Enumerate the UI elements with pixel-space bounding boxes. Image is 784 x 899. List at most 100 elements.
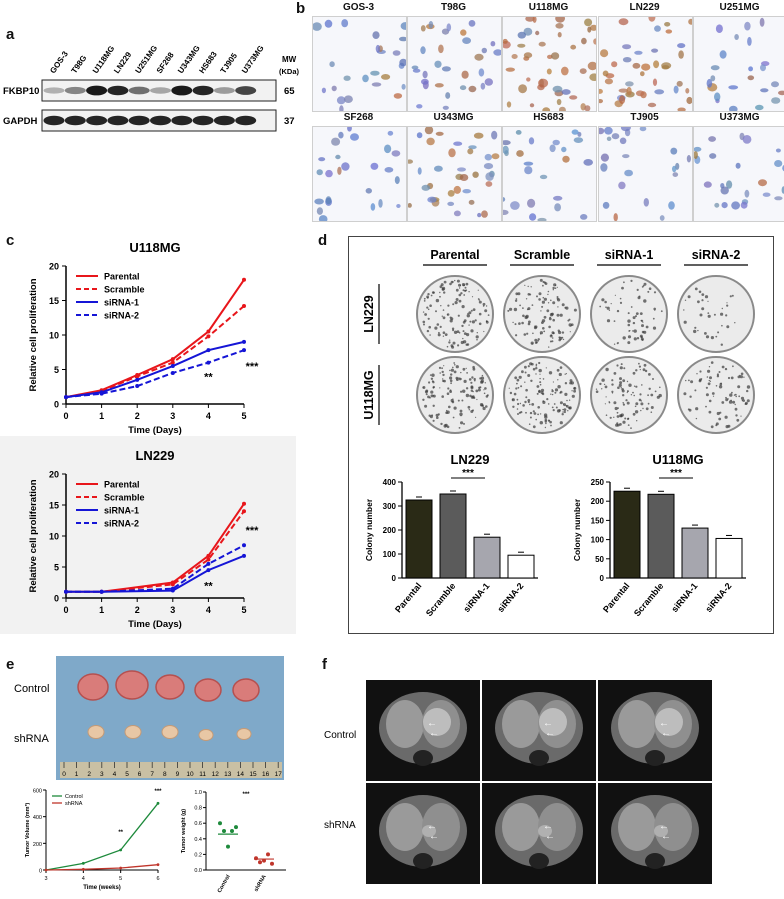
legend-label: siRNA-1: [104, 298, 139, 308]
x-tick-label: 4: [206, 411, 211, 421]
data-point: [242, 348, 246, 353]
colony-dot: [645, 407, 649, 411]
colony-dot: [439, 372, 441, 374]
colony-dot: [546, 398, 549, 401]
colony-dot: [696, 373, 698, 375]
colony-dot: [431, 291, 435, 294]
ihc-cell-nucleus: [706, 78, 713, 88]
ruler-number: 4: [113, 771, 117, 778]
colony-dot: [562, 338, 565, 341]
colony-dot: [726, 302, 728, 304]
legend-label: siRNA-2: [104, 311, 139, 321]
y-tick-label: 300: [383, 502, 397, 511]
colony-dot: [721, 401, 725, 404]
colony-dot: [531, 343, 533, 345]
ruler-number: 1: [75, 771, 79, 778]
colony-dot: [613, 372, 617, 375]
ruler-number: 10: [186, 771, 194, 778]
colony-dot: [635, 402, 639, 406]
ihc-cell-nucleus: [677, 43, 686, 49]
colony-dot: [699, 313, 703, 317]
ihc-cell-nucleus: [350, 133, 359, 141]
colony-dot: [565, 373, 567, 375]
blot-band: [128, 115, 150, 126]
ihc-cell-nucleus: [552, 85, 563, 93]
ihc-cell-nucleus: [557, 32, 562, 38]
x-tick-label: 0: [63, 605, 68, 615]
ihc-cell-nucleus: [313, 22, 322, 31]
tumor-control: [232, 678, 260, 702]
colony-dot: [453, 406, 457, 410]
colony-dot: [442, 335, 445, 337]
colony-dot: [632, 371, 636, 375]
blot-band: [192, 85, 214, 96]
colony-dot: [552, 409, 555, 412]
colony-dot: [614, 294, 616, 296]
colony-plates: Parental Scramble siRNA-1 siRNA-2 LN229 U118M…: [362, 248, 755, 434]
colony-dot: [694, 287, 698, 291]
brain-hemisphere: [618, 803, 656, 851]
colony-dot: [556, 286, 558, 288]
colony-dot: [428, 325, 431, 329]
colony-dot: [720, 382, 722, 385]
tumor-weight-chart: 0.0 0.2 0.4 0.6 0.8 1.0 Tumor weight (g) *** Con…: [181, 790, 286, 894]
ihc-cell-nucleus: [555, 17, 565, 23]
colony-dot: [727, 424, 731, 428]
ihc-cell-nucleus: [338, 131, 344, 139]
ihc-cell-nucleus: [505, 67, 515, 72]
x-tick-label: Parental: [601, 581, 631, 615]
ihc-cell-nucleus: [446, 23, 452, 32]
colony-dot: [432, 404, 435, 407]
data-point: [234, 825, 238, 830]
colony-dot: [480, 376, 485, 380]
series-line: [45, 802, 159, 871]
blot-band: [64, 115, 86, 126]
colony-dot: [552, 286, 555, 290]
ihc-image: [598, 16, 693, 112]
bar: [405, 499, 433, 579]
colony-dot: [552, 318, 555, 322]
blot-band: [107, 85, 129, 96]
brainstem: [529, 853, 549, 869]
colony-dot: [556, 368, 560, 372]
colony-dot: [509, 307, 513, 311]
x-tick-label: 2: [135, 411, 140, 421]
colony-dot: [684, 299, 687, 301]
x-tick-label: 5: [119, 876, 122, 882]
colony-dot: [619, 377, 622, 381]
colony-dot: [467, 405, 471, 409]
data-point: [81, 867, 85, 871]
colony-dot: [470, 381, 473, 384]
ihc-cell-nucleus: [314, 198, 324, 205]
colony-dot: [468, 409, 470, 411]
colony-dot: [632, 391, 634, 394]
panel-label-a: a: [6, 26, 15, 43]
ihc-cell-nucleus: [651, 48, 659, 53]
ihc-cell-nucleus: [774, 160, 783, 167]
y-tick-label: 0.6: [194, 821, 202, 827]
tumor-row-label: Control: [14, 683, 49, 695]
ihc-cell-nucleus: [648, 17, 656, 22]
colony-dot: [611, 383, 614, 386]
colony-dot: [536, 392, 539, 395]
ihc-title: U373MG: [719, 112, 760, 123]
data-point: [64, 395, 68, 400]
colony-dot: [556, 296, 559, 298]
colony-dot: [712, 395, 715, 397]
colony-dot: [638, 365, 641, 368]
colony-dot: [531, 403, 535, 406]
ruler-number: 5: [125, 771, 129, 778]
ihc-image: [312, 126, 407, 222]
y-tick-label: 400: [383, 478, 397, 487]
ihc-cell-nucleus: [625, 81, 634, 87]
tumor-arrow-icon: ←: [545, 728, 555, 739]
ihc-cell-nucleus: [580, 214, 588, 220]
ihc-cell-nucleus: [453, 210, 461, 217]
y-tick-label: 10: [49, 331, 59, 341]
colony-dot: [525, 298, 528, 300]
colony-dot: [429, 415, 433, 419]
colony-dot: [538, 368, 542, 373]
colony-dot: [528, 320, 531, 324]
ihc-cell-nucleus: [613, 213, 618, 221]
ihc-cell-nucleus: [555, 23, 564, 29]
